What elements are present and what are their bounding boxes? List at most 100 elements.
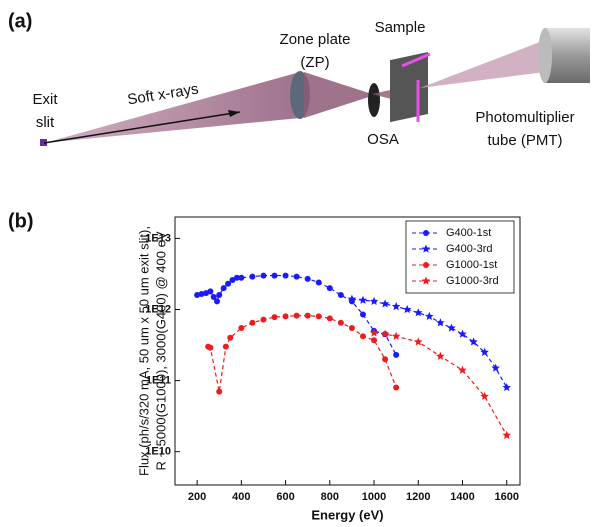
legend-label: G1000-3rd (446, 275, 499, 287)
legend-label: G400-3rd (446, 243, 492, 255)
marker (260, 272, 267, 279)
x-tick-label: 1200 (406, 491, 430, 503)
marker (249, 319, 256, 326)
label: Zone plate (280, 31, 351, 48)
label: Sample (375, 19, 426, 36)
marker (436, 351, 445, 360)
x-tick-label: 400 (232, 491, 250, 503)
marker (447, 323, 456, 332)
x-tick-label: 800 (321, 491, 339, 503)
marker (480, 347, 489, 356)
marker (210, 293, 217, 300)
legend-label: G400-1st (446, 227, 491, 239)
marker (207, 288, 214, 295)
panel-label: (b) (8, 210, 34, 232)
marker (238, 324, 245, 331)
panel-a: (a) Exit slit Soft x-rays Zone plate (ZP… (8, 10, 590, 149)
marker (304, 312, 311, 319)
legend-marker (423, 230, 429, 236)
marker (413, 308, 423, 317)
arrow (401, 52, 431, 68)
marker (380, 299, 390, 308)
marker (220, 285, 227, 292)
marker (436, 318, 445, 327)
legend-marker (423, 262, 429, 268)
marker (393, 384, 400, 391)
marker (393, 351, 400, 358)
marker (207, 344, 214, 351)
beam-axis (43, 111, 241, 144)
marker (233, 274, 240, 281)
marker (337, 291, 344, 298)
x-tick-label: 1000 (362, 491, 386, 503)
marker (391, 331, 401, 340)
focus-cone (304, 72, 372, 118)
marker (260, 316, 267, 323)
marker (480, 391, 489, 401)
arrowhead (228, 110, 240, 117)
panel-b: (b) 1E10 1E11 1E12 1E13 200 400 600 800 1000 1200… (8, 210, 521, 522)
marker (348, 324, 355, 331)
label: Photomultiplier (475, 109, 574, 126)
marker (222, 343, 229, 350)
marker (425, 311, 434, 321)
marker (359, 333, 366, 340)
marker (293, 273, 300, 280)
series-line (373, 332, 508, 436)
label: Exit (32, 91, 58, 108)
marker (326, 285, 333, 292)
marker (491, 363, 500, 372)
marker (225, 280, 232, 287)
pmt-face (538, 28, 552, 83)
marker (458, 365, 467, 374)
marker (315, 313, 322, 320)
panel-label: (a) (8, 10, 32, 32)
marker (229, 276, 236, 283)
legend-marker (421, 276, 431, 285)
label: OSA (367, 131, 399, 148)
marker (369, 328, 379, 337)
marker (214, 298, 221, 305)
y-tick-label: 1E12 (145, 303, 171, 315)
marker (271, 272, 278, 279)
series-line (207, 315, 397, 392)
marker (391, 302, 401, 311)
marker (371, 337, 378, 344)
beam-small (372, 89, 395, 100)
y-tick-label: 1E11 (146, 375, 171, 387)
y-tick-label: 1E10 (145, 446, 171, 458)
marker (458, 329, 467, 338)
marker (502, 430, 512, 439)
legend-label: G1000-1st (446, 259, 497, 271)
marker (249, 273, 256, 280)
marker (369, 296, 379, 306)
diverging-cone (420, 40, 545, 88)
x-tick-label: 1400 (450, 491, 474, 503)
x-tick-label: 600 (276, 491, 294, 503)
marker (304, 275, 311, 282)
y-tick-label: 1E13 (145, 232, 171, 244)
marker (271, 314, 278, 321)
marker (469, 337, 478, 346)
marker (382, 356, 389, 363)
x-tick-label: 200 (188, 491, 206, 503)
marker (358, 295, 368, 304)
y-axis-title: R ~ 5000(G1000), 3000(G400) @ 400 eV (153, 231, 168, 470)
marker (413, 337, 423, 346)
marker (216, 388, 223, 395)
marker (337, 319, 344, 326)
marker (402, 305, 412, 314)
marker (282, 313, 289, 320)
x-axis-title: Energy (eV) (311, 507, 383, 522)
marker (315, 279, 322, 286)
marker (282, 272, 289, 279)
beam-cone (44, 72, 300, 143)
y-axis-title: Flux (ph/s/320 mA, 50 um x 50 um exit sl… (136, 226, 151, 476)
marker (227, 334, 234, 341)
x-tick-label: 1600 (494, 491, 518, 503)
osa (368, 83, 380, 117)
marker (216, 291, 223, 298)
marker (326, 315, 333, 322)
marker (502, 382, 512, 392)
